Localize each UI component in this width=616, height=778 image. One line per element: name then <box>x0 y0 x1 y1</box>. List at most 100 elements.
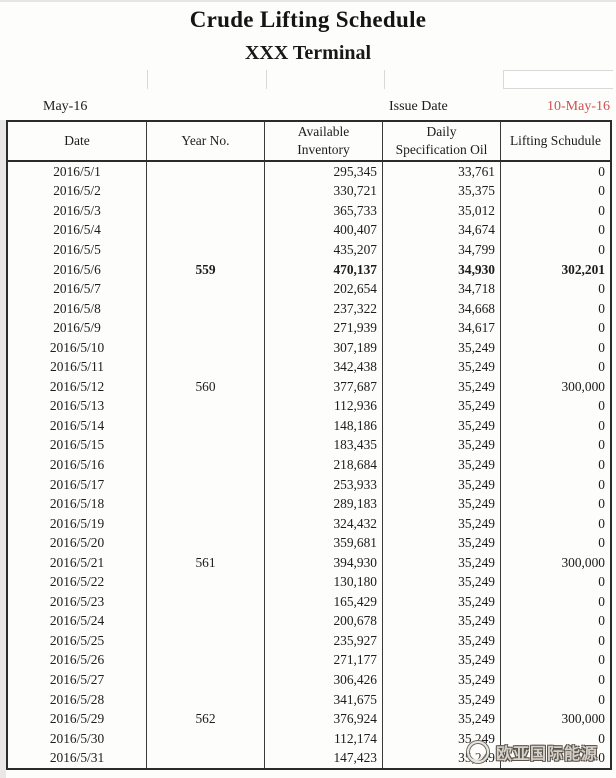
cell-lifting-schedule: 0 <box>598 300 605 316</box>
cell-date: 2016/5/18 <box>8 494 147 514</box>
column-header-date: Date <box>8 122 147 160</box>
cell-lifting-schedule: 0 <box>598 241 605 257</box>
ghost-cell-border <box>266 70 267 89</box>
cell-lifting-schedule: 0 <box>598 456 605 472</box>
cell-date: 2016/5/7 <box>8 279 147 299</box>
cell-available-inventory: 324,432 <box>265 513 383 534</box>
table-row: 2016/5/16 218,684 35,249 0 <box>8 455 610 475</box>
cell-date: 2016/5/9 <box>8 318 147 338</box>
cell-date: 2016/5/1 <box>8 162 147 182</box>
cell-lifting-schedule: 302,201 <box>561 261 605 277</box>
cell-available-inventory: 147,423 <box>265 748 383 768</box>
cell-daily-specification-oil: 34,930 <box>383 259 501 280</box>
cell-daily-specification-oil: 35,375 <box>383 181 501 202</box>
cell-lifting-schedule: 0 <box>598 574 605 590</box>
table-row: 2016/5/20 359,681 35,249 0 <box>8 533 610 553</box>
cell-year-no <box>147 396 265 417</box>
cell-daily-specification-oil: 35,249 <box>383 748 501 768</box>
cell-lifting-schedule: 0 <box>598 632 605 648</box>
ghost-empty-cell <box>503 70 613 89</box>
cell-available-inventory: 112,936 <box>265 396 383 417</box>
table-row: 2016/5/14 148,186 35,249 0 <box>8 416 610 436</box>
cell-lifting-schedule: 0 <box>598 671 605 687</box>
cell-date: 2016/5/10 <box>8 337 147 358</box>
table-row: 2016/5/29 562 376,924 35,249 300,000 <box>8 709 610 729</box>
cell-available-inventory: 271,177 <box>265 650 383 671</box>
cell-daily-specification-oil: 35,249 <box>383 631 501 651</box>
cell-lifting-schedule: 0 <box>598 398 605 414</box>
cell-lifting-schedule: 0 <box>598 339 605 355</box>
issue-date-label: Issue Date <box>389 99 448 114</box>
table-row: 2016/5/31 147,423 35,249 0 <box>8 748 610 768</box>
cell-available-inventory: 365,733 <box>265 201 383 221</box>
cell-available-inventory: 202,654 <box>265 279 383 299</box>
issue-date-value: 10-May-16 <box>547 99 610 114</box>
cell-date: 2016/5/12 <box>8 377 147 397</box>
cell-lifting-schedule: 0 <box>598 691 605 707</box>
cell-year-no <box>147 748 265 768</box>
column-header-available-inventory: Available Inventory <box>265 122 383 160</box>
cell-available-inventory: 218,684 <box>265 455 383 475</box>
cell-available-inventory: 148,186 <box>265 416 383 436</box>
cell-year-no <box>147 494 265 514</box>
cell-date: 2016/5/11 <box>8 357 147 378</box>
ghost-cell-border <box>384 70 385 89</box>
cell-lifting-schedule: 0 <box>598 515 605 531</box>
cell-lifting-schedule: 0 <box>598 730 605 746</box>
cell-lifting-schedule: 0 <box>598 535 605 551</box>
cell-lifting-schedule: 300,000 <box>561 711 605 727</box>
cell-date: 2016/5/14 <box>8 416 147 436</box>
cell-date: 2016/5/17 <box>8 474 147 495</box>
cell-available-inventory: 400,407 <box>265 220 383 241</box>
cell-date: 2016/5/16 <box>8 455 147 475</box>
table-row: 2016/5/15 183,435 35,249 0 <box>8 435 610 456</box>
cell-year-no <box>147 279 265 299</box>
cell-year-no <box>147 357 265 378</box>
scan-top-edge-artifact <box>0 0 616 2</box>
cell-date: 2016/5/5 <box>8 240 147 260</box>
cell-date: 2016/5/22 <box>8 572 147 593</box>
cell-daily-specification-oil: 35,249 <box>383 689 501 710</box>
cell-date: 2016/5/31 <box>8 748 147 768</box>
cell-date: 2016/5/13 <box>8 396 147 417</box>
cell-lifting-schedule: 300,000 <box>561 378 605 394</box>
cell-daily-specification-oil: 33,761 <box>383 162 501 182</box>
cell-date: 2016/5/19 <box>8 513 147 534</box>
cell-date: 2016/5/27 <box>8 670 147 690</box>
table-row: 2016/5/25 235,927 35,249 0 <box>8 631 610 651</box>
cell-available-inventory: 165,429 <box>265 592 383 612</box>
cell-available-inventory: 394,930 <box>265 552 383 573</box>
cell-lifting-schedule: 0 <box>598 593 605 609</box>
cell-date: 2016/5/28 <box>8 689 147 710</box>
cell-lifting-schedule: 0 <box>598 183 605 199</box>
cell-available-inventory: 200,678 <box>265 611 383 632</box>
cell-daily-specification-oil: 35,249 <box>383 513 501 534</box>
cell-available-inventory: 306,426 <box>265 670 383 690</box>
table-row: 2016/5/17 253,933 35,249 0 <box>8 474 610 495</box>
table-row: 2016/5/24 200,678 35,249 0 <box>8 611 610 632</box>
table-row: 2016/5/18 289,183 35,249 0 <box>8 494 610 514</box>
table-row: 2016/5/2 330,721 35,375 0 <box>8 181 610 202</box>
cell-lifting-schedule: 0 <box>598 222 605 238</box>
cell-daily-specification-oil: 35,249 <box>383 377 501 397</box>
cell-daily-specification-oil: 34,668 <box>383 298 501 319</box>
cell-daily-specification-oil: 35,249 <box>383 670 501 690</box>
column-header-daily-specification-oil: Daily Specification Oil <box>383 122 501 160</box>
table-row: 2016/5/3 365,733 35,012 0 <box>8 201 610 221</box>
cell-daily-specification-oil: 35,012 <box>383 201 501 221</box>
cell-lifting-schedule: 0 <box>598 163 605 179</box>
cell-year-no <box>147 474 265 495</box>
cell-daily-specification-oil: 35,249 <box>383 572 501 593</box>
cell-year-no <box>147 631 265 651</box>
page-title: Crude Lifting Schedule <box>189 7 427 32</box>
month-label: May-16 <box>43 99 88 114</box>
cell-available-inventory: 307,189 <box>265 337 383 358</box>
table-row: 2016/5/7 202,654 34,718 0 <box>8 279 610 299</box>
cell-lifting-schedule: 0 <box>598 417 605 433</box>
cell-daily-specification-oil: 34,718 <box>383 279 501 299</box>
cell-available-inventory: 376,924 <box>265 709 383 729</box>
cell-year-no <box>147 728 265 749</box>
cell-year-no: 559 <box>147 259 265 280</box>
cell-daily-specification-oil: 35,249 <box>383 474 501 495</box>
cell-year-no <box>147 670 265 690</box>
